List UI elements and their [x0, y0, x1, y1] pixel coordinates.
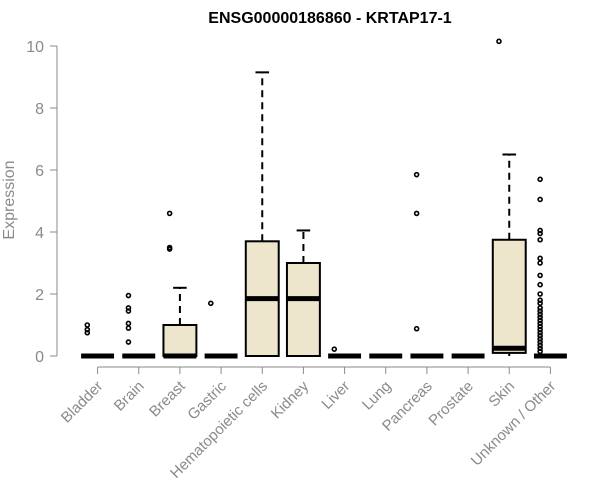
outlier-point — [125, 292, 132, 299]
outlier-point — [537, 311, 543, 317]
box-unknown-other — [533, 176, 567, 359]
chart-title: ENSG00000186860 - KRTAP17-1 — [208, 10, 451, 27]
outlier-point — [166, 244, 173, 251]
box-body — [285, 262, 321, 357]
x-tick-label: Brain — [111, 378, 148, 415]
y-axis-label: Expression — [1, 160, 18, 239]
boxes-layer — [81, 38, 567, 359]
outlier-point — [125, 305, 132, 311]
outlier-point — [537, 281, 543, 288]
outlier-point — [125, 308, 132, 314]
outlier-point — [537, 345, 543, 352]
box-kidney — [285, 229, 321, 357]
box-body — [162, 324, 198, 357]
box-breast — [162, 210, 198, 359]
outlier-point — [537, 230, 543, 237]
x-tick-label: Kidney — [268, 377, 313, 422]
outlier-point — [496, 38, 502, 45]
outlier-point — [537, 260, 543, 266]
outlier-point — [537, 255, 543, 262]
outlier-point — [207, 300, 214, 307]
box-gastric — [204, 300, 238, 359]
outlier-point — [537, 176, 543, 183]
outlier-point — [537, 308, 543, 314]
outlier-point — [537, 227, 543, 234]
x-tick-label: Skin — [485, 378, 518, 411]
x-tick-label: Bladder — [58, 378, 107, 427]
outlier-point — [537, 326, 543, 333]
outlier-point — [537, 342, 543, 348]
outlier-point — [537, 329, 543, 336]
box-body — [491, 238, 527, 354]
box-bladder — [81, 322, 115, 359]
y-tick-label: 4 — [35, 225, 44, 242]
outlier-point — [413, 171, 420, 178]
outlier-point — [537, 314, 543, 321]
outlier-point — [125, 339, 132, 345]
box-pancreas — [410, 171, 444, 359]
outlier-point — [84, 322, 91, 328]
outlier-point — [84, 326, 91, 333]
outlier-point — [537, 317, 543, 324]
outlier-point — [331, 346, 338, 352]
x-tick-label: Liver — [318, 378, 353, 413]
outlier-point — [413, 325, 420, 332]
box-brain — [122, 292, 156, 359]
outlier-point — [537, 320, 543, 327]
outlier-point — [537, 291, 543, 297]
outlier-point — [537, 236, 543, 243]
box-hematopoietic-cells — [244, 71, 280, 357]
outlier-point — [84, 329, 91, 336]
x-tick-label: Lung — [359, 378, 395, 414]
outlier-point — [166, 210, 173, 217]
outlier-point — [537, 272, 543, 279]
y-tick-label: 2 — [35, 287, 44, 304]
outlier-point — [537, 323, 543, 330]
outlier-point — [537, 348, 543, 355]
outlier-point — [537, 196, 543, 203]
outlier-point — [125, 325, 132, 331]
x-tick-label: Prostate — [425, 378, 477, 430]
box-liver — [328, 346, 362, 359]
outlier-point — [125, 320, 132, 327]
outlier-point — [537, 333, 543, 339]
outlier-point — [413, 210, 420, 217]
y-tick-label: 6 — [35, 163, 44, 180]
y-axis: 0 2 4 6 8 10 — [26, 39, 58, 366]
outlier-point — [537, 300, 543, 307]
y-tick-label: 8 — [35, 101, 44, 118]
y-tick-label: 10 — [26, 39, 44, 56]
outlier-point — [537, 297, 543, 304]
outlier-point — [537, 336, 543, 342]
outlier-point — [537, 305, 543, 311]
outlier-point — [537, 339, 543, 345]
y-tick-label: 0 — [35, 349, 44, 366]
box-skin — [491, 38, 527, 356]
x-tick-label: Breast — [146, 377, 189, 420]
